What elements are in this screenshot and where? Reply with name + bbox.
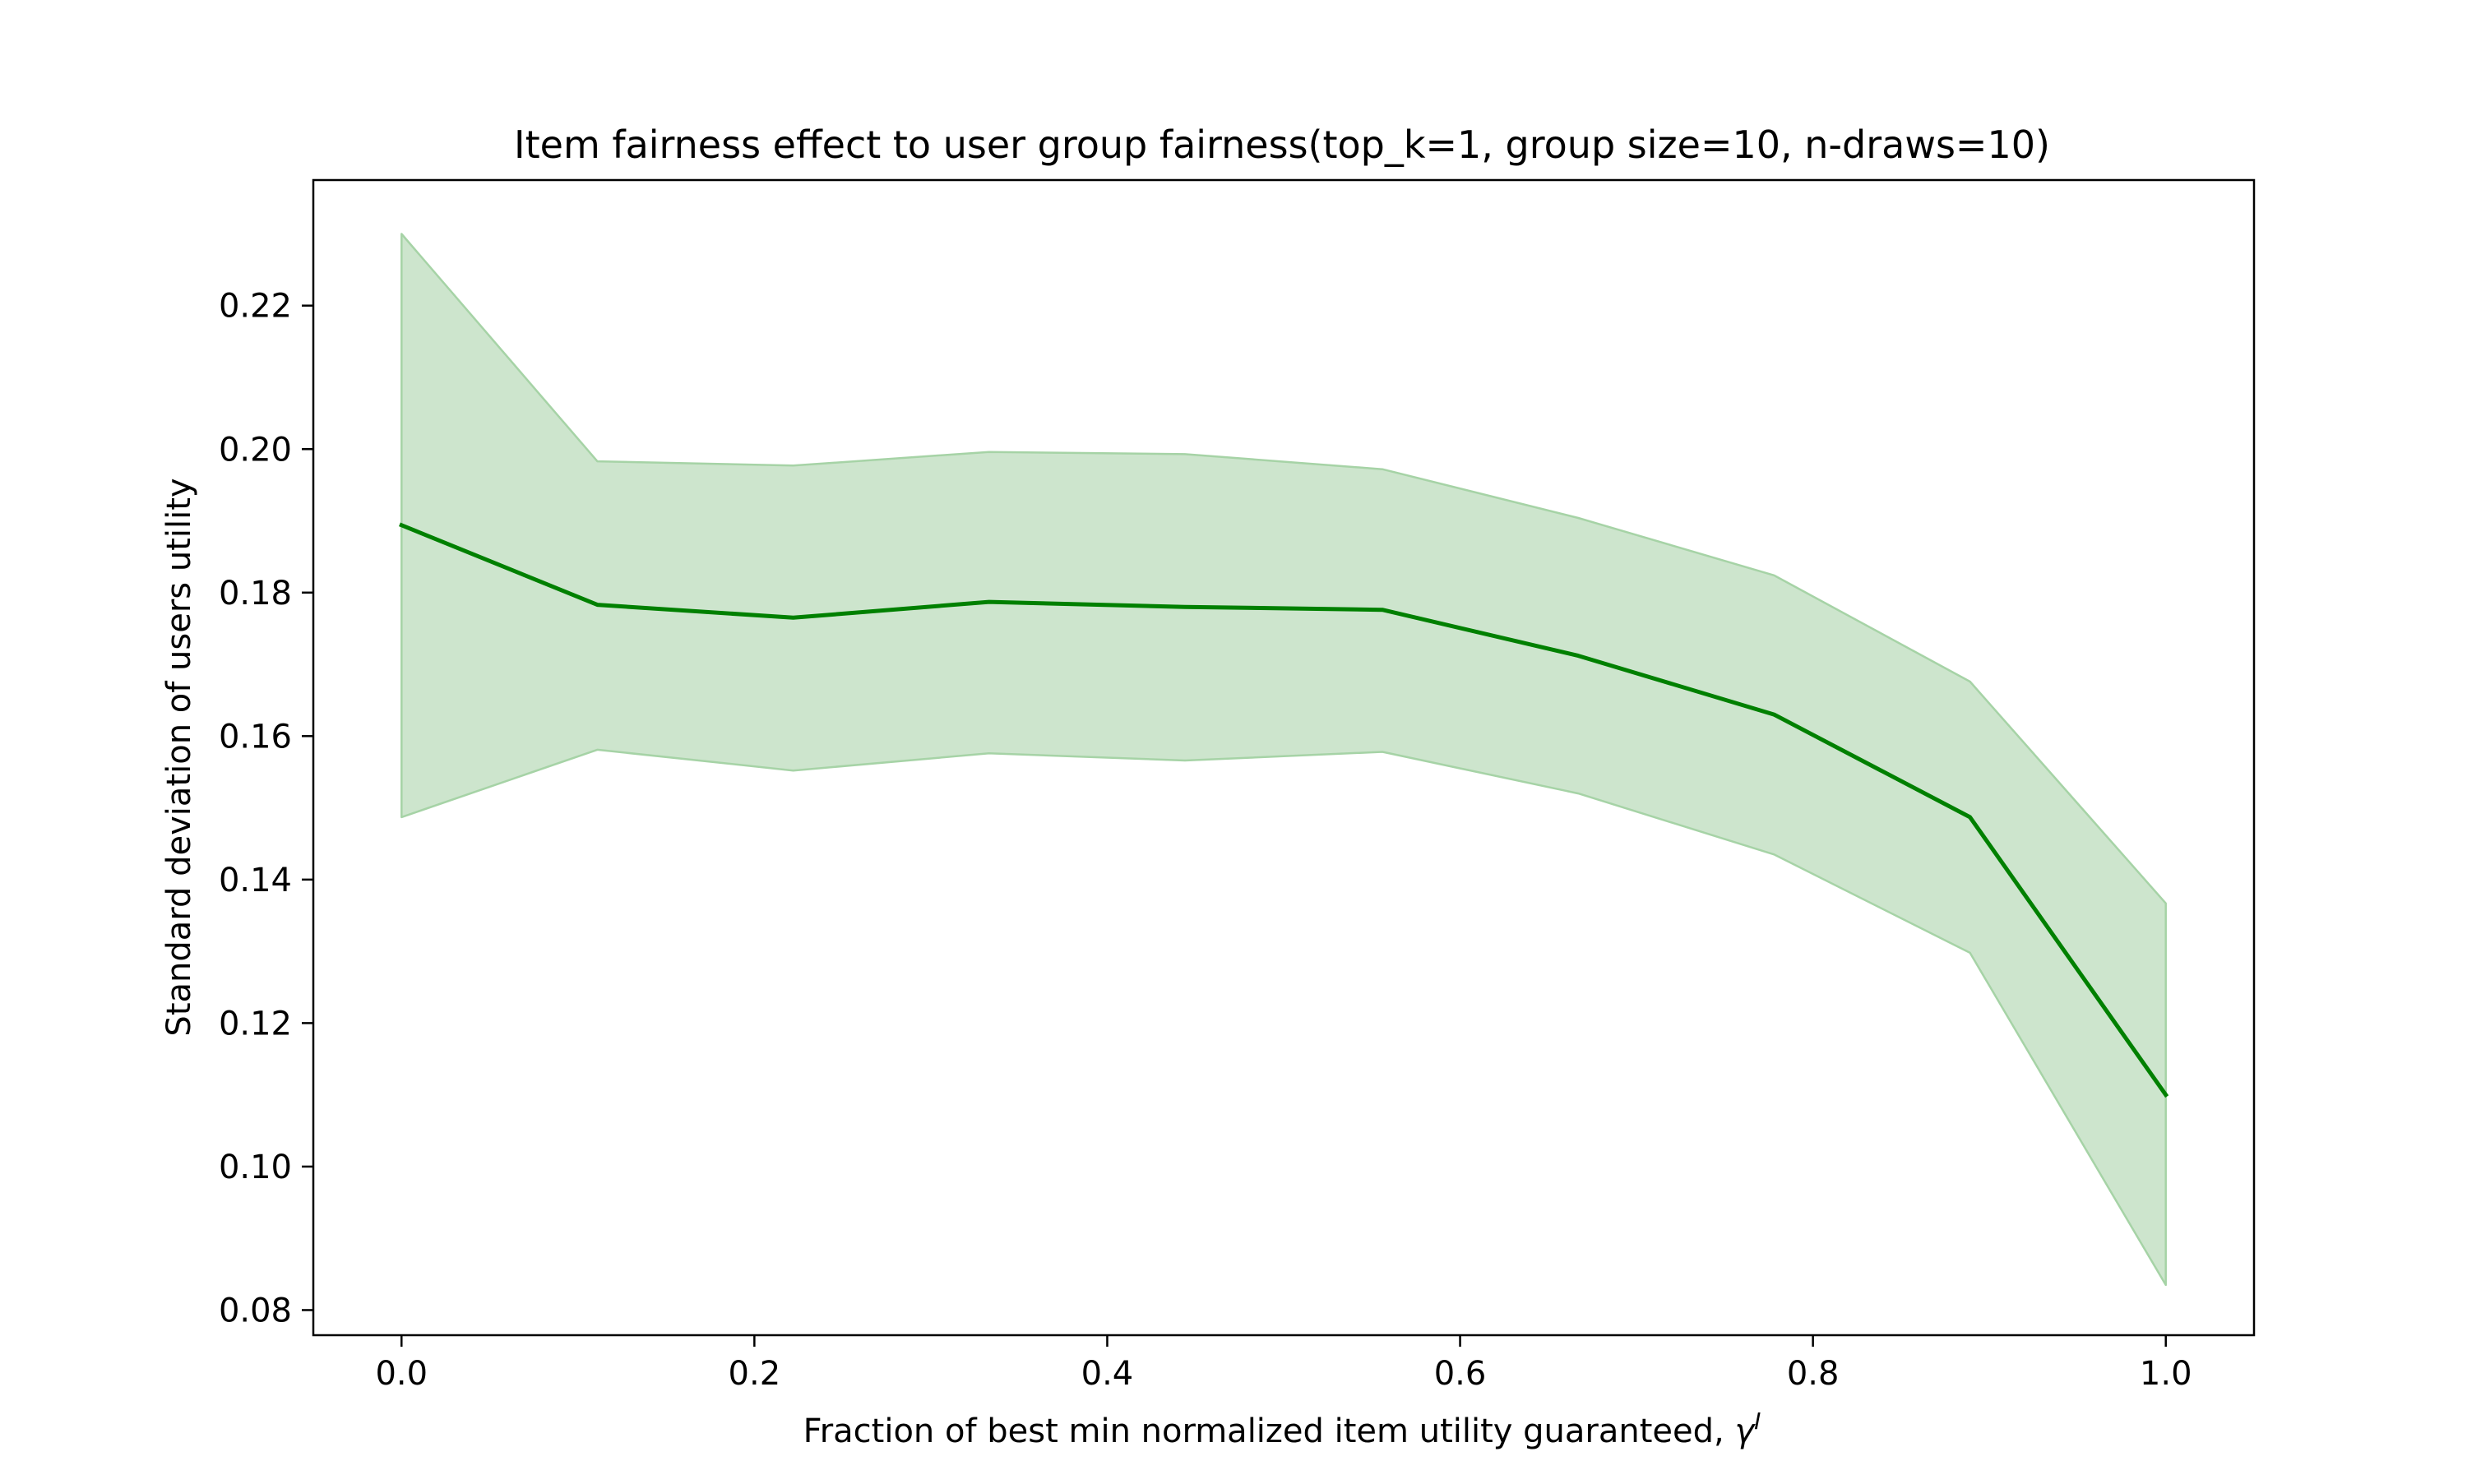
y-axis-label: Standard deviation of users utility (160, 478, 198, 1036)
x-axis: 0.0 0.2 0.4 0.6 0.8 1.0 (375, 1335, 2192, 1393)
y-tick-label: 0.12 (219, 1005, 292, 1042)
y-tick-label: 0.18 (219, 575, 292, 613)
y-tick-label: 0.14 (219, 862, 292, 899)
x-tick-label: 1.0 (2140, 1355, 2192, 1393)
x-axis-label-symbol: γ (1734, 1412, 1756, 1450)
y-tick-label: 0.16 (219, 718, 292, 756)
series-line (399, 522, 2169, 1098)
y-tick-label: 0.20 (219, 431, 292, 469)
plot-area (399, 233, 2169, 1287)
x-tick-label: 0.4 (1081, 1355, 1134, 1393)
y-tick-label: 0.10 (219, 1149, 292, 1186)
x-tick-label: 0.8 (1787, 1355, 1840, 1393)
x-tick-label: 0.6 (1434, 1355, 1487, 1393)
y-axis: 0.08 0.10 0.12 0.14 0.16 0.18 0.20 0.22 (219, 288, 313, 1329)
chart-title: Item fairness effect to user group fairn… (514, 123, 2050, 167)
x-tick-label: 0.2 (729, 1355, 781, 1393)
x-tick-label: 0.0 (375, 1355, 428, 1393)
x-axis-label-superscript: I (1754, 1408, 1761, 1435)
confidence-band (400, 233, 2167, 1287)
x-axis-label-main: Fraction of best min normalized item uti… (803, 1412, 1735, 1450)
y-tick-label: 0.22 (219, 288, 292, 326)
y-tick-label: 0.08 (219, 1292, 292, 1329)
x-axis-label: Fraction of best min normalized item uti… (803, 1408, 1761, 1450)
plot-frame (312, 178, 2256, 1337)
